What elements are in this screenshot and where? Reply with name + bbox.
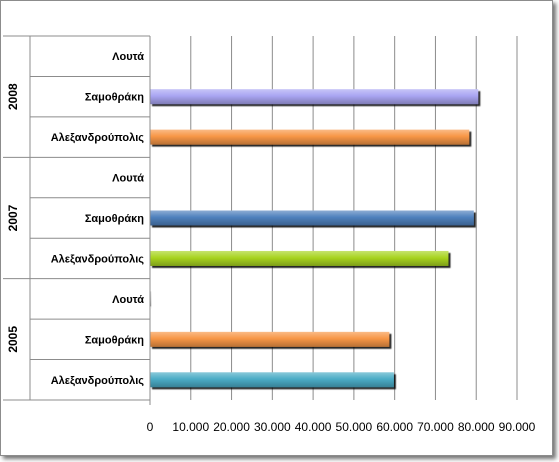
bar bbox=[150, 250, 449, 266]
bar bbox=[150, 331, 390, 347]
category-label: Σαμοθράκη bbox=[85, 213, 144, 225]
x-tick-label: 0 bbox=[147, 420, 154, 434]
x-tick-label: 30.000 bbox=[254, 420, 291, 434]
bar bbox=[150, 129, 470, 145]
x-tick-label: 70.000 bbox=[417, 420, 454, 434]
category-label: Λουτά bbox=[112, 173, 144, 185]
group-label: 2007 bbox=[6, 204, 20, 231]
category-label: Αλεξανδρούπολις bbox=[51, 253, 145, 265]
category-label: Αλεξανδρούπολις bbox=[51, 375, 145, 387]
x-tick-label: 60.000 bbox=[376, 420, 413, 434]
category-label: Λουτά bbox=[112, 51, 144, 63]
bar bbox=[150, 210, 474, 226]
x-tick-label: 40.000 bbox=[295, 420, 332, 434]
x-tick-label: 20.000 bbox=[213, 420, 250, 434]
category-label: Σαμοθράκη bbox=[85, 334, 144, 346]
category-label: Λουτά bbox=[112, 294, 144, 306]
x-tick-label: 10.000 bbox=[172, 420, 209, 434]
bar bbox=[150, 89, 479, 105]
x-tick-label: 80.000 bbox=[458, 420, 495, 434]
x-tick-label: 50.000 bbox=[336, 420, 373, 434]
category-label: Σαμοθράκη bbox=[85, 92, 144, 104]
bar bbox=[150, 291, 152, 307]
group-label: 2005 bbox=[6, 326, 20, 353]
category-label: Αλεξανδρούπολις bbox=[51, 132, 145, 144]
x-tick-label: 90.000 bbox=[499, 420, 536, 434]
group-label: 2008 bbox=[6, 83, 20, 110]
bar bbox=[150, 372, 394, 388]
